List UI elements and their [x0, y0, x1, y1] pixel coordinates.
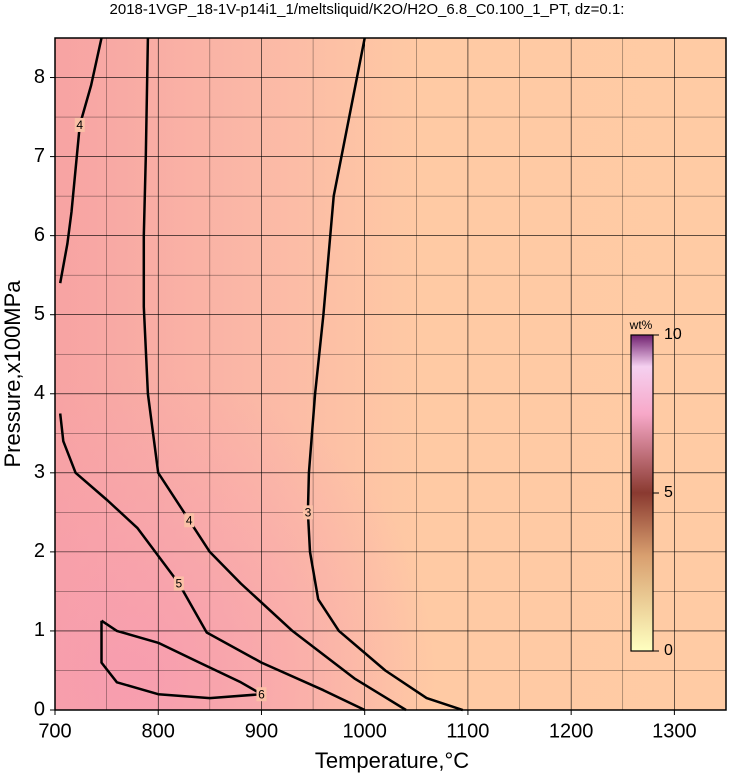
x-tick-label: 900: [245, 720, 278, 742]
x-tick-label: 700: [38, 720, 71, 742]
colorbar: [630, 334, 654, 652]
contour-label-bg: [173, 576, 184, 591]
x-tick-label: 1300: [652, 720, 697, 742]
y-tick-label: 0: [34, 698, 45, 720]
colorbar-tick-label: 10: [664, 326, 682, 343]
y-tick-label: 4: [34, 382, 45, 404]
contour-label-bg: [256, 687, 267, 702]
y-tick-label: 8: [34, 66, 45, 88]
contour-label-bg: [302, 505, 313, 520]
y-axis-label: Pressure,x100MPa: [0, 280, 25, 468]
contour-label: 6: [258, 687, 265, 701]
contour-label: 4: [76, 118, 83, 132]
contour-label: 3: [305, 506, 312, 520]
x-tick-label: 1100: [446, 720, 489, 742]
colorbar-tick-label: 5: [664, 484, 673, 501]
plot-frame: [54, 37, 727, 711]
y-tick-label: 3: [34, 461, 45, 483]
x-tick-label: 1200: [549, 720, 594, 742]
colorbar-tick-label: 0: [664, 642, 673, 659]
contour-line: [58, 37, 103, 284]
x-tick-label: 800: [142, 720, 175, 742]
y-tick-label: 7: [34, 145, 45, 167]
x-axis-label: Temperature,°C: [315, 748, 469, 773]
y-tick-label: 5: [34, 303, 45, 325]
colorbar-title: wt%: [629, 318, 653, 332]
contour-line: [142, 37, 407, 712]
y-tick-label: 2: [34, 540, 45, 562]
field-highlight: [55, 38, 726, 710]
y-tick-label: 1: [34, 619, 45, 641]
contour-label-bg: [184, 513, 195, 528]
y-tick-label: 6: [34, 224, 45, 246]
contour-label: 5: [176, 577, 183, 591]
x-tick-label: 1000: [342, 720, 387, 742]
chart-title: 2018-1VGP_18-1V-p14i1_1/meltsliquid/K2O/…: [110, 1, 625, 18]
contour-label: 4: [186, 513, 193, 527]
contour-label-bg: [74, 117, 85, 132]
contour-line: [58, 413, 366, 712]
